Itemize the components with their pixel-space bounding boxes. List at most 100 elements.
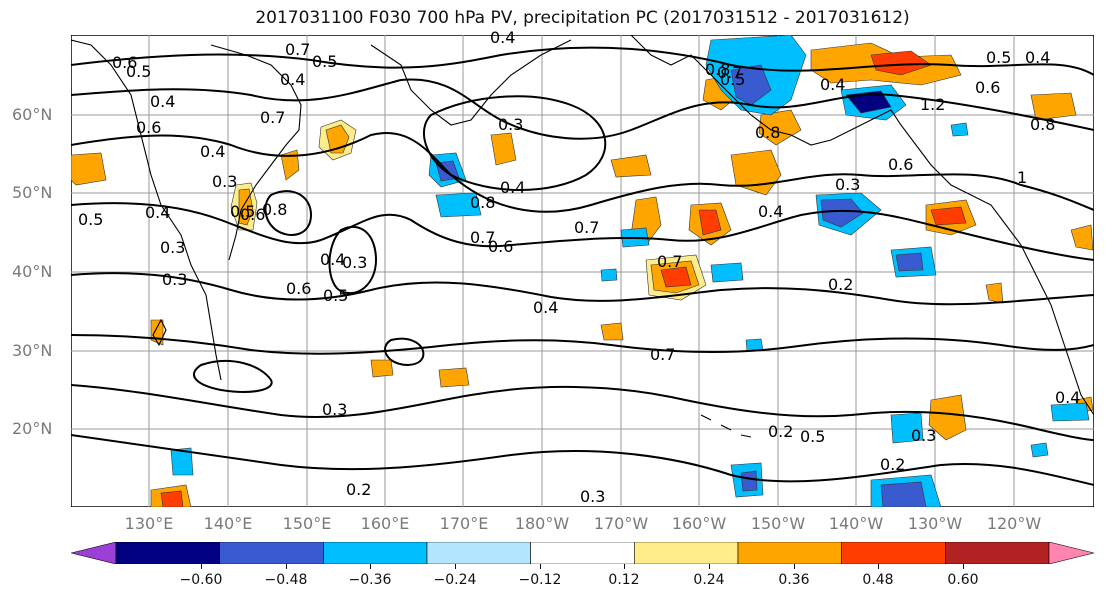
lat-label-20n: 20°N	[12, 419, 53, 438]
contour-label: 0.5	[78, 210, 104, 229]
lat-label-30n: 30°N	[12, 341, 53, 360]
contour-label: 0.7	[260, 108, 286, 127]
contour-label: 0.4	[200, 142, 226, 161]
colorbar-segment	[945, 542, 1050, 564]
colorbar-tick-label: −0.12	[518, 572, 562, 588]
contour-label: 0.5	[126, 62, 152, 81]
contour-label: 0.4	[758, 202, 784, 221]
contour-label: 0.7	[657, 252, 683, 271]
contour-label: 0.6	[488, 237, 514, 256]
contour-label: 0.6	[975, 78, 1001, 97]
contour-label: 0.7	[717, 63, 743, 82]
colorbar-tickmark	[370, 564, 371, 569]
map-panel	[70, 34, 1095, 508]
colorbar-tick-label: 0.48	[862, 572, 894, 588]
lon-label-170w: 170°W	[593, 514, 649, 533]
contour-label: 0.4	[145, 203, 171, 222]
lon-label-120w: 120°W	[986, 514, 1042, 533]
colorbar-tick-label: 0.60	[947, 572, 979, 588]
colorbar-tickmark	[286, 564, 287, 569]
colorbar-segment	[530, 542, 635, 564]
contour-label: 0.7	[285, 40, 311, 59]
colorbar-tick-label: −0.24	[433, 572, 477, 588]
colorbar-tickmark	[878, 564, 879, 569]
colorbar-segment	[737, 542, 842, 564]
colorbar-tickmark	[963, 564, 964, 569]
contour-label: 0.5	[312, 52, 338, 71]
contour-label: 0.8	[755, 123, 781, 142]
colorbar-tickmark	[624, 564, 625, 569]
contour-label: 0.7	[650, 345, 676, 364]
contour-label: 0.4	[490, 28, 516, 47]
contour-label: 0.8	[705, 60, 731, 79]
lon-label-130e: 130°E	[124, 514, 174, 533]
contour-label: 0.6	[136, 118, 162, 137]
colorbar-tickmark	[709, 564, 710, 569]
contour-label: 0.4	[533, 298, 559, 317]
lon-label-140w: 140°W	[828, 514, 884, 533]
contour-label: 0.3	[580, 487, 606, 506]
contour-label: 0.5	[323, 286, 349, 305]
contour-label: 0.5	[720, 70, 746, 89]
contour-label: 0.5	[986, 48, 1012, 67]
contour-label: 0.2	[768, 422, 794, 441]
colorbar-tickmark	[540, 564, 541, 569]
lat-label-50n: 50°N	[12, 183, 53, 202]
contour-label: 0.3	[162, 270, 188, 289]
contour-label: 0.3	[498, 115, 524, 134]
contour-label: 0.7	[470, 228, 496, 247]
contour-label: 0.5	[230, 202, 256, 221]
contour-label: 0.4	[1025, 48, 1051, 67]
contour-label: 0.5	[800, 427, 826, 446]
map-title: 2017031100 F030 700 hPa PV, precipitatio…	[255, 8, 910, 28]
lon-label-150e: 150°E	[282, 514, 332, 533]
colorbar-tick-label: 0.24	[693, 572, 725, 588]
colorbar-tick-label: −0.60	[179, 572, 223, 588]
contour-label: 0.3	[342, 253, 368, 272]
colorbar	[71, 542, 1094, 564]
colorbar-segment	[634, 542, 739, 564]
contour-label: 0.4	[150, 92, 176, 111]
contour-label: 0.3	[911, 426, 937, 445]
contour-label: 0.8	[262, 200, 288, 219]
colorbar-segment	[426, 542, 531, 564]
contour-label: 0.3	[322, 400, 348, 419]
lon-label-160e: 160°E	[360, 514, 410, 533]
colorbar-segment	[841, 542, 946, 564]
lon-label-130w: 130°W	[907, 514, 963, 533]
colorbar-segment	[219, 542, 324, 564]
colorbar-segment	[115, 542, 220, 564]
colorbar-tickmark	[455, 564, 456, 569]
colorbar-tick-label: −0.36	[348, 572, 392, 588]
colorbar-tick-label: 0.36	[778, 572, 810, 588]
contour-label: 0.4	[320, 250, 346, 269]
lat-label-60n: 60°N	[12, 105, 53, 124]
contour-label: 1.2	[920, 95, 946, 114]
colorbar-tick-label: 0.12	[608, 572, 640, 588]
colorbar-tickmark	[794, 564, 795, 569]
contour-label: 0.7	[574, 218, 600, 237]
contour-label: 0.3	[160, 238, 186, 257]
lon-label-180w: 180°W	[514, 514, 570, 533]
colorbar-segment	[1048, 542, 1094, 564]
colorbar-segments	[71, 542, 1094, 564]
contour-label: 0.4	[500, 178, 526, 197]
contour-label: 0.3	[835, 175, 861, 194]
contour-label: 0.4	[280, 70, 306, 89]
contour-label: 1	[1017, 168, 1028, 187]
lon-label-160w: 160°W	[671, 514, 727, 533]
contour-label: 0.6	[112, 53, 138, 72]
pv-contours	[70, 46, 1095, 486]
colorbar-segment	[323, 542, 428, 564]
map-canvas	[70, 34, 1095, 508]
contour-label: 0.4	[1055, 388, 1081, 407]
contour-label: 0.4	[820, 75, 846, 94]
contour-label: 0.6	[240, 205, 266, 224]
lon-label-140e: 140°E	[203, 514, 253, 533]
contour-label: 0.3	[212, 172, 238, 191]
contour-label: 0.2	[346, 480, 372, 499]
colorbar-segment	[71, 542, 117, 564]
colorbar-tick-label: −0.48	[264, 572, 308, 588]
contour-label: 0.6	[286, 279, 312, 298]
lon-label-150w: 150°W	[750, 514, 806, 533]
